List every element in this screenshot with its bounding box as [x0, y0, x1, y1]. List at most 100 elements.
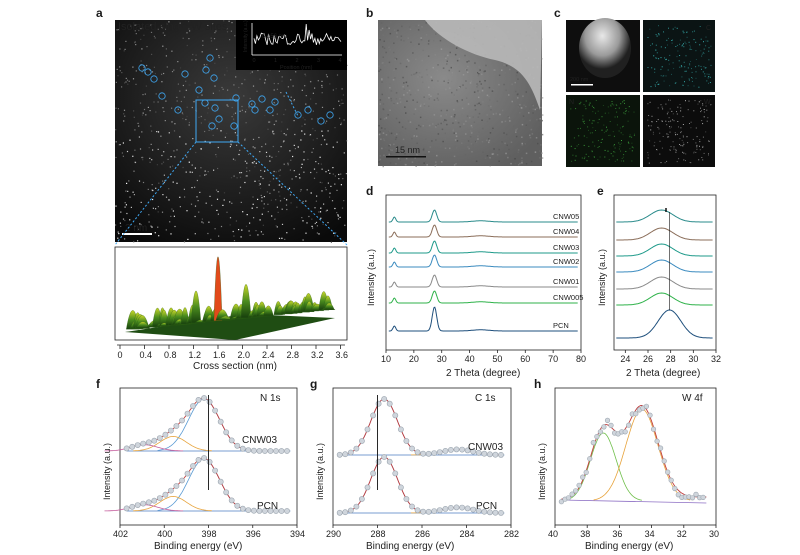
- noise-dot: [342, 102, 344, 104]
- inset-xlabel: Position (nm): [280, 65, 313, 71]
- tem-grain: [445, 114, 448, 116]
- noise-dot: [281, 121, 283, 123]
- tem-grain: [425, 34, 428, 36]
- eds-dot: [617, 116, 618, 118]
- noise-dot: [117, 75, 119, 77]
- tem-grain: [382, 103, 385, 105]
- eds-dot: [647, 119, 649, 121]
- noise-dot: [207, 232, 209, 235]
- noise-dot: [321, 182, 323, 184]
- noise-dot: [333, 108, 335, 110]
- tem-grain: [493, 73, 496, 75]
- tem-grain: [389, 109, 391, 111]
- eds-dot: [683, 152, 685, 154]
- site-circle: [150, 75, 158, 83]
- tem-grain: [523, 154, 525, 157]
- tem-grain: [403, 94, 405, 96]
- tem-grain: [468, 147, 470, 150]
- tem-grain: [465, 133, 467, 135]
- noise-dot: [141, 71, 143, 73]
- tem-grain: [463, 123, 465, 125]
- eds-dot: [691, 77, 692, 78]
- eds-dot: [683, 143, 685, 145]
- noise-dot: [281, 223, 284, 225]
- noise-dot: [226, 211, 228, 213]
- noise-dot: [117, 237, 119, 239]
- eds-dot: [658, 128, 660, 130]
- noise-dot: [341, 99, 343, 101]
- c1s-title: C 1s: [475, 393, 496, 404]
- tem-grain: [465, 120, 467, 122]
- surface-peak: [135, 321, 150, 329]
- xps-data-point: [370, 470, 376, 477]
- noise-dot: [199, 191, 201, 193]
- noise-dot: [233, 113, 235, 115]
- eds-dot: [663, 31, 664, 33]
- tem-grain: [453, 94, 455, 96]
- eds-dot: [593, 120, 595, 122]
- site-circle: [174, 106, 182, 114]
- noise-dot: [201, 218, 203, 220]
- noise-dot: [174, 156, 176, 158]
- eds-dot: [660, 162, 662, 164]
- noise-dot: [256, 206, 258, 209]
- tem-grain: [509, 68, 511, 71]
- eds-dot: [573, 137, 575, 139]
- eds-dot: [689, 123, 690, 124]
- eds-dot: [597, 110, 599, 112]
- eds-dot: [696, 144, 698, 146]
- tem-grain: [539, 157, 541, 159]
- tem-grain: [394, 138, 397, 141]
- noise-dot: [170, 215, 172, 217]
- noise-dot: [189, 84, 191, 86]
- noise-dot: [206, 64, 208, 66]
- tem-grain: [430, 95, 432, 97]
- xps-data-point: [492, 451, 499, 458]
- noise-dot: [252, 138, 255, 140]
- tem-grain: [435, 125, 437, 128]
- xps-data-point: [693, 491, 699, 498]
- tem-grain: [456, 100, 458, 102]
- noise-dot: [241, 83, 243, 85]
- tem-grain: [516, 93, 519, 96]
- noise-dot: [162, 161, 165, 163]
- tem-grain: [394, 58, 397, 61]
- tem-grain: [380, 29, 382, 31]
- eds-dot: [685, 153, 687, 155]
- eds-dot: [708, 153, 709, 155]
- tem-grain: [467, 103, 470, 105]
- tem-grain: [449, 87, 451, 89]
- noise-dot: [312, 148, 314, 150]
- noise-dot: [286, 232, 288, 234]
- zoom-box: [195, 99, 239, 143]
- eds-dot: [676, 44, 678, 46]
- eds-dot: [599, 156, 601, 158]
- noise-dot: [259, 187, 262, 189]
- noise-dot: [124, 115, 126, 117]
- eds-dot: [575, 108, 577, 110]
- noise-dot: [257, 69, 259, 72]
- noise-dot: [210, 40, 213, 42]
- surface-peak: [195, 320, 206, 323]
- eds-dot: [574, 159, 576, 161]
- xps-data-point: [572, 488, 579, 494]
- xps-data-point: [140, 500, 147, 507]
- noise-dot: [217, 191, 219, 193]
- tem-grain: [456, 59, 459, 62]
- noise-dot: [252, 203, 254, 205]
- noise-dot: [313, 177, 316, 179]
- eds-dot: [658, 25, 659, 27]
- noise-dot: [272, 114, 274, 117]
- eds-dot: [608, 135, 610, 136]
- noise-dot: [226, 28, 228, 30]
- tem-grain: [524, 143, 526, 145]
- noise-dot: [279, 169, 281, 171]
- xps-data-point: [217, 418, 224, 425]
- noise-dot: [126, 150, 129, 153]
- eds-dot: [682, 84, 684, 86]
- noise-dot: [164, 120, 166, 122]
- tem-grain: [530, 160, 533, 163]
- tem-grain: [499, 113, 501, 116]
- eds-dot: [583, 121, 584, 123]
- xps-data-point: [409, 445, 415, 452]
